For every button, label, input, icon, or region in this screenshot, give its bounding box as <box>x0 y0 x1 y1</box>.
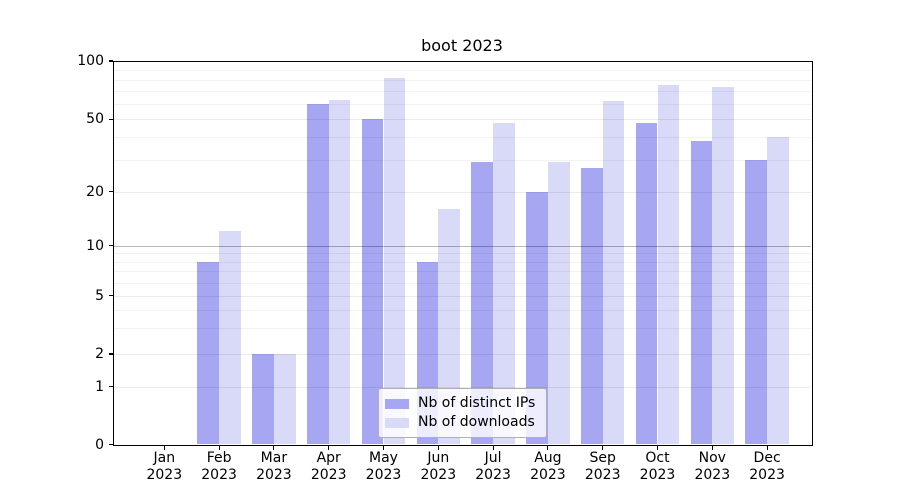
legend-label-downloads: Nb of downloads <box>418 414 535 430</box>
legend-item-downloads: Nb of downloads <box>385 415 540 430</box>
bar-distinct-ips-feb <box>197 261 220 445</box>
bar-distinct-ips-oct <box>635 122 658 445</box>
legend-item-distinct-ips: Nb of distinct IPs <box>385 396 540 411</box>
bar-downloads-oct <box>657 85 680 445</box>
legend: Nb of distinct IPs Nb of downloads <box>378 388 547 438</box>
bar-distinct-ips-aug <box>526 191 548 445</box>
bar-downloads-mar <box>273 353 296 445</box>
bar-distinct-ips-jul <box>471 162 494 445</box>
bar-downloads-may <box>383 77 406 445</box>
bar-downloads-jun <box>438 209 461 445</box>
bar-distinct-ips-may <box>361 119 384 445</box>
bar-downloads-feb <box>219 231 241 445</box>
legend-label-distinct-ips: Nb of distinct IPs <box>418 395 536 411</box>
chart-title: boot 2023 <box>421 36 503 55</box>
bar-downloads-apr <box>328 99 351 445</box>
bar-distinct-ips-sep <box>580 167 603 445</box>
bar-distinct-ips-dec <box>745 159 768 445</box>
bar-downloads-sep <box>602 101 625 445</box>
bar-downloads-aug <box>547 162 570 445</box>
bar-distinct-ips-nov <box>690 140 713 445</box>
bar-distinct-ips-apr <box>306 103 329 445</box>
bar-downloads-jul <box>493 122 515 445</box>
bar-downloads-nov <box>712 87 735 445</box>
legend-swatch-distinct-ips <box>385 398 409 409</box>
bar-distinct-ips-mar <box>252 353 274 445</box>
bar-downloads-dec <box>767 136 789 445</box>
legend-swatch-downloads <box>385 417 409 428</box>
